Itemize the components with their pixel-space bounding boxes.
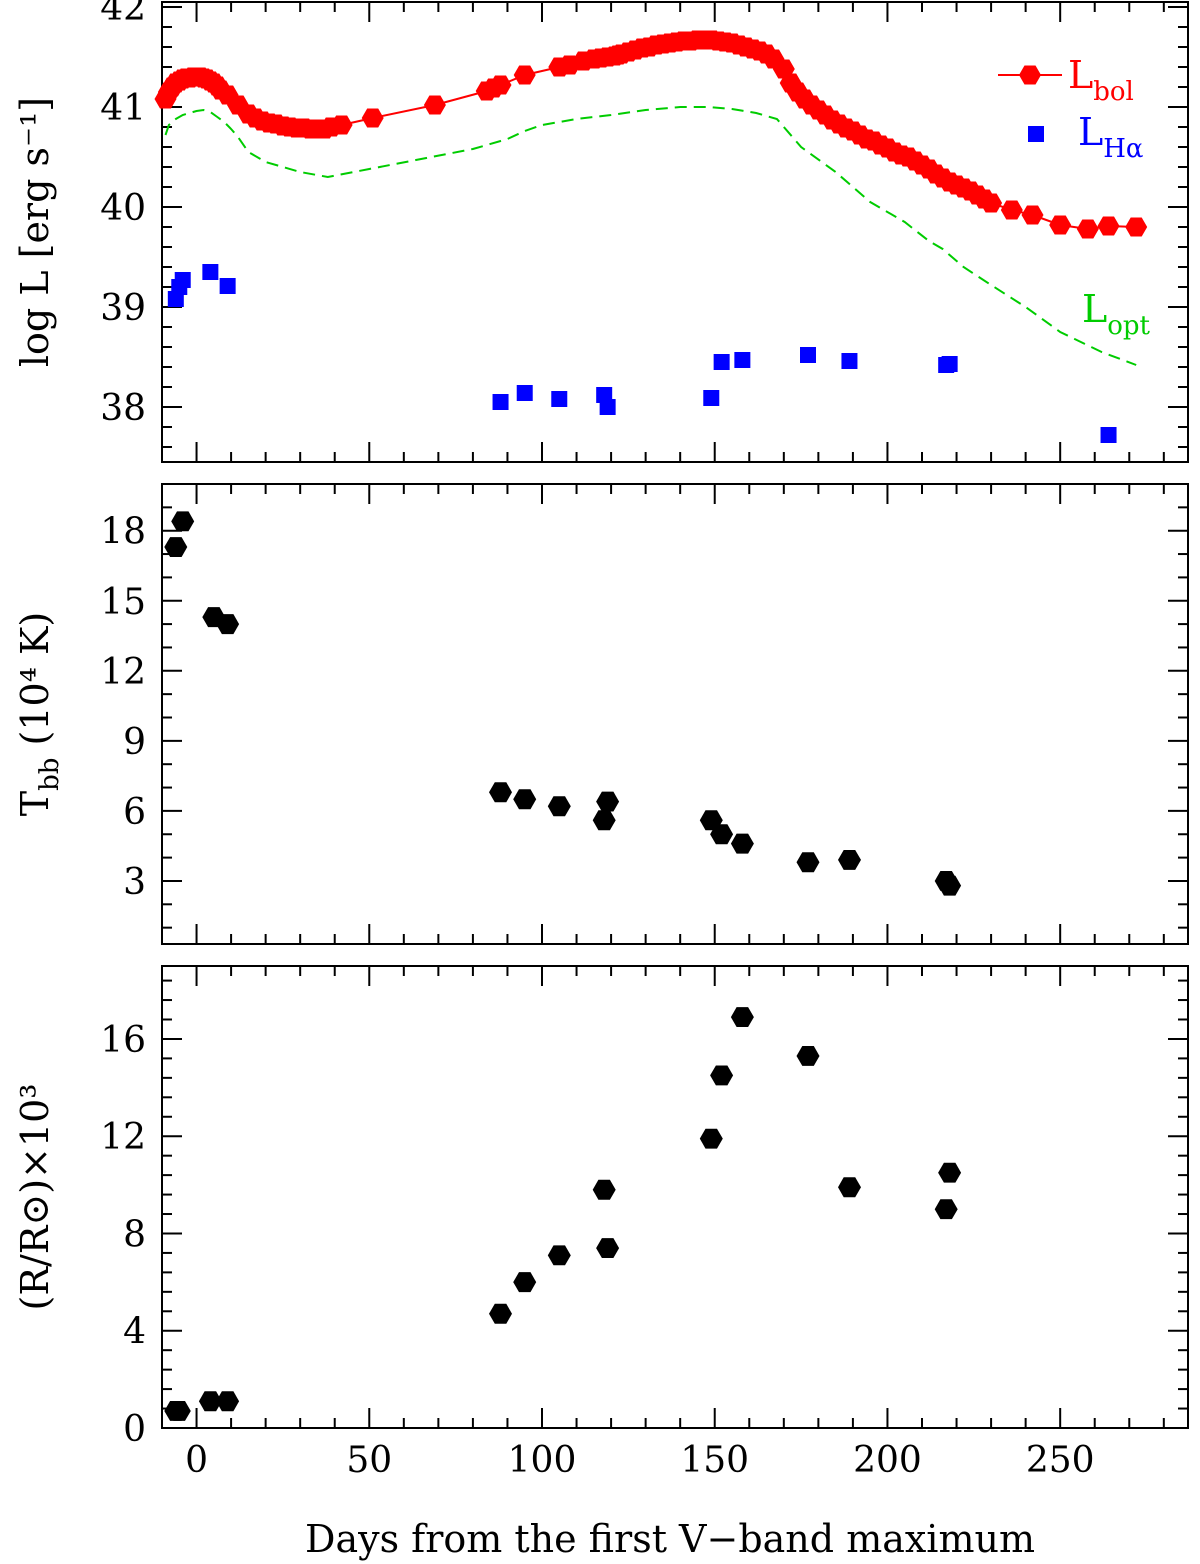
plot-frame <box>161 483 1189 945</box>
data-point <box>796 1046 820 1066</box>
data-point <box>841 353 858 369</box>
data-point <box>730 833 754 854</box>
data-point <box>361 108 384 128</box>
data-point <box>489 1303 512 1324</box>
y-axis-title: log L [erg s⁻¹] <box>13 97 57 367</box>
plot-frame <box>161 1 1189 463</box>
data-point <box>171 511 195 532</box>
data-point <box>1097 216 1120 236</box>
y-tick-label: 4 <box>123 1312 146 1353</box>
data-point <box>489 75 512 95</box>
data-point <box>730 1007 754 1027</box>
data-point <box>800 347 816 363</box>
data-point <box>592 810 616 831</box>
data-point <box>1021 205 1044 225</box>
data-point <box>703 390 720 406</box>
y-axis-title: Tbb (10⁴ K) <box>13 612 65 816</box>
y-tick-label: 12 <box>100 1117 146 1158</box>
legend-marker <box>1019 65 1041 85</box>
data-point <box>219 278 236 294</box>
data-point <box>1125 217 1148 237</box>
legend-label-halpha: LHα <box>1078 110 1143 164</box>
y-tick-label: 40 <box>100 188 146 229</box>
y-tick-label: 42 <box>100 0 146 29</box>
data-point <box>699 1128 723 1149</box>
data-point <box>216 614 240 635</box>
bottom-panel-radius: 0 50 100 150 200 250 0 4 8 12 16 (R/R⊙)×10³ <box>13 965 1189 1481</box>
y-tick-label: 15 <box>100 582 146 623</box>
x-tick-label: 150 <box>680 1440 749 1481</box>
data-point <box>980 193 1003 213</box>
y-axis-title: (R/R⊙)×10³ <box>13 1084 57 1311</box>
data-point <box>551 391 568 407</box>
data-point <box>596 791 620 812</box>
middle-panel-temperature: 3 6 9 12 15 18 Tbb (10⁴ K) <box>13 483 1189 945</box>
x-tick-label: 50 <box>346 1440 392 1481</box>
data-point <box>941 356 958 372</box>
data-point <box>599 399 616 415</box>
data-point <box>838 850 861 870</box>
data-point <box>202 264 219 280</box>
data-point <box>596 1238 620 1258</box>
data-point <box>492 394 509 410</box>
series-line <box>164 106 1137 366</box>
series-lh <box>167 264 1117 443</box>
series-lopt <box>164 106 1137 366</box>
y-tick-label: 16 <box>100 1020 146 1061</box>
data-point <box>1000 200 1023 220</box>
y-tick-label: 41 <box>100 88 146 129</box>
legend-marker <box>1028 126 1044 142</box>
data-point <box>513 1272 537 1293</box>
data-point <box>710 824 734 845</box>
data-point <box>547 1245 571 1266</box>
legend-label-bol: Lbol <box>1068 53 1134 107</box>
data-point <box>592 1179 616 1200</box>
data-point <box>167 1401 191 1421</box>
data-point <box>1076 219 1099 239</box>
y-tick-label: 12 <box>100 652 146 693</box>
data-point <box>710 1065 734 1086</box>
data-point <box>1100 427 1117 443</box>
y-tick-label: 3 <box>123 862 146 903</box>
data-point <box>938 1162 962 1183</box>
x-tick-label: 0 <box>185 1440 208 1481</box>
y-tick-label: 6 <box>123 792 146 833</box>
data-point <box>330 115 353 135</box>
data-point <box>547 796 571 817</box>
data-point <box>838 1177 861 1198</box>
y-tick-label: 38 <box>100 388 146 429</box>
data-point <box>796 852 820 873</box>
x-tick-label: 200 <box>853 1440 922 1481</box>
x-tick-label: 250 <box>1026 1440 1095 1481</box>
data-point <box>174 272 191 288</box>
data-point <box>513 65 536 85</box>
series-lbol <box>154 30 1148 239</box>
data-point <box>1049 215 1072 235</box>
data-point <box>164 537 188 557</box>
y-tick-label: 39 <box>100 288 146 329</box>
y-tick-label: 0 <box>123 1409 146 1450</box>
annotation-opt: Lopt <box>1082 287 1151 341</box>
series-points <box>164 511 962 896</box>
x-axis-title: Days from the first V−band maximum <box>305 1517 1035 1561</box>
plot-frame <box>161 965 1189 1429</box>
y-tick-label: 9 <box>123 722 146 763</box>
series-points <box>164 1007 962 1421</box>
data-point <box>934 1199 958 1220</box>
data-point <box>516 385 533 401</box>
data-point <box>489 782 512 803</box>
y-tick-label: 8 <box>123 1214 146 1255</box>
data-point <box>198 1391 222 1412</box>
data-point <box>513 789 537 810</box>
data-point <box>734 352 751 368</box>
data-point <box>423 95 446 115</box>
x-tick-label: 100 <box>508 1440 577 1481</box>
y-tick-label: 18 <box>100 512 146 553</box>
data-point <box>216 1391 240 1412</box>
data-point <box>713 354 730 370</box>
data-point <box>938 875 962 896</box>
